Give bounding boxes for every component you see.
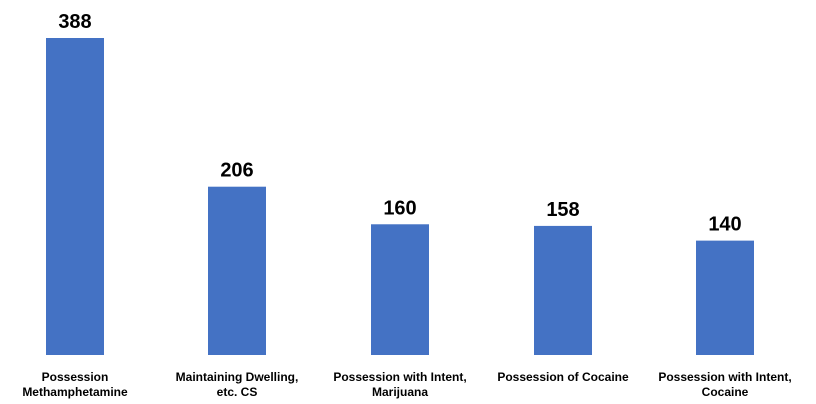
data-label-0: 388	[58, 11, 91, 33]
bar-0	[46, 38, 104, 355]
bar-2	[371, 224, 429, 355]
bars-layer	[46, 38, 754, 355]
data-label-1: 206	[220, 160, 253, 182]
data-labels-layer: 388 206 160 158 140	[58, 11, 741, 236]
category-label-3: Possession of Cocaine	[497, 370, 629, 384]
category-label-4: Possession with Intent, Cocaine	[658, 370, 791, 399]
category-label-1-line-0: Maintaining Dwelling,	[176, 370, 299, 384]
category-label-2: Possession with Intent, Marijuana	[333, 370, 466, 399]
bar-4	[696, 240, 754, 355]
category-labels-layer: Possession Methamphetamine Maintaining Dwe…	[22, 370, 791, 399]
bar-1	[208, 186, 266, 355]
category-label-1-line-1: etc. CS	[217, 385, 258, 399]
bar-3	[534, 225, 592, 355]
category-label-3-line-0: Possession of Cocaine	[497, 370, 629, 384]
category-label-0: Possession Methamphetamine	[22, 370, 128, 399]
category-label-4-line-0: Possession with Intent,	[658, 370, 791, 384]
data-label-3: 158	[546, 199, 579, 221]
category-label-0-line-1: Methamphetamine	[22, 385, 128, 399]
data-label-2: 160	[383, 197, 416, 219]
category-label-1: Maintaining Dwelling, etc. CS	[176, 370, 299, 399]
category-label-0-line-0: Possession	[42, 370, 109, 384]
category-label-2-line-1: Marijuana	[372, 385, 428, 399]
category-label-2-line-0: Possession with Intent,	[333, 370, 466, 384]
data-label-4: 140	[708, 214, 741, 236]
category-label-4-line-1: Cocaine	[702, 385, 749, 399]
